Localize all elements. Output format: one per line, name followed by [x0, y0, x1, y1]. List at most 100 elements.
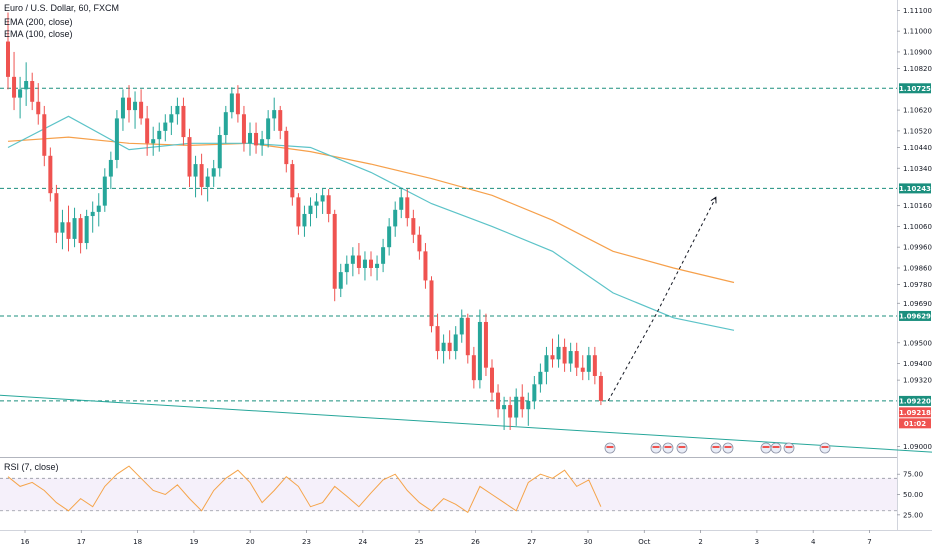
- symbol-legend[interactable]: Euro / U.S. Dollar, 60, FXCM: [4, 3, 120, 13]
- trendline-path[interactable]: [0, 394, 932, 457]
- candle-body: [417, 234, 422, 252]
- axes: 1.11100 1.11000 1.10900 1.10820 1.10725 1.106…: [21, 7, 932, 546]
- candle-body: [272, 110, 277, 119]
- candle-body: [169, 114, 174, 123]
- y-tick-label: 1.09000: [903, 443, 932, 451]
- candle-body: [187, 137, 192, 177]
- rsi-y-tick-label: 75.00: [903, 471, 923, 479]
- y-tick-label: 1.10820: [903, 65, 932, 73]
- candle-body: [332, 213, 337, 289]
- candle-body: [441, 342, 446, 352]
- grid: [0, 0, 932, 531]
- candle-body: [6, 41, 10, 77]
- candle-body: [477, 321, 482, 381]
- candle-body: [411, 218, 416, 235]
- forecast-arrowhead[interactable]: [710, 196, 717, 204]
- candle-body: [405, 197, 410, 219]
- candle-body: [592, 355, 597, 376]
- candle-body: [429, 280, 434, 327]
- candle-body: [54, 193, 59, 233]
- event-flag-stripe: [712, 446, 720, 448]
- candle-body: [30, 81, 35, 102]
- y-tick-label: 1.10060: [903, 223, 932, 231]
- candle-body: [78, 218, 83, 244]
- candle-body: [60, 222, 65, 233]
- candle-body: [217, 135, 222, 169]
- candle-body: [598, 375, 603, 401]
- candle-body: [544, 355, 549, 372]
- x-tick-label: 2: [698, 538, 702, 546]
- rsi-line: [7, 465, 602, 514]
- y-tick-label: 1.09690: [903, 300, 932, 308]
- candle-body: [344, 263, 349, 273]
- countdown-tag: [899, 418, 931, 429]
- forecast-path[interactable]: [607, 197, 717, 402]
- candle-body: [465, 317, 470, 356]
- candle-body: [447, 342, 452, 352]
- candle-body: [453, 334, 458, 352]
- candle-body: [36, 101, 41, 115]
- forecast-arrow[interactable]: [607, 196, 717, 402]
- y-tick-label: 1.10160: [903, 202, 932, 210]
- y-tick-label: 1.09780: [903, 281, 932, 289]
- x-tick-label: 23: [302, 538, 311, 546]
- x-tick-label: 17: [77, 538, 86, 546]
- candle-body: [139, 101, 144, 119]
- x-tick-label: 20: [246, 538, 255, 546]
- event-flag-stripe: [785, 446, 793, 448]
- horizontal-levels[interactable]: [0, 87, 897, 402]
- y-tick-label: 1.09400: [903, 360, 932, 368]
- ema200-line: [7, 136, 735, 284]
- candle-body: [223, 112, 228, 136]
- x-tick-label: 3: [755, 538, 759, 546]
- candle-body: [18, 89, 23, 98]
- candle-body: [350, 255, 355, 264]
- x-tick-label: 16: [21, 538, 30, 546]
- y-tick-label: 1.10340: [903, 165, 932, 173]
- ema200-legend[interactable]: EMA (200, close): [4, 17, 73, 27]
- candle-body: [235, 93, 240, 115]
- candle-body: [42, 114, 47, 156]
- candlestick-series: [6, 12, 603, 430]
- candle-body: [199, 164, 204, 187]
- candle-body: [229, 93, 234, 113]
- candle-body: [387, 226, 392, 248]
- x-tick-label: 30: [584, 538, 593, 546]
- x-tick-label: 24: [358, 538, 367, 546]
- candle-body: [483, 321, 488, 368]
- ema100-path: [7, 115, 735, 331]
- rsi-y-tick-label: 25.00: [903, 511, 923, 519]
- candle-body: [362, 259, 367, 268]
- candle-body: [508, 405, 513, 418]
- rsi-legend[interactable]: RSI (7, close): [4, 462, 59, 472]
- candle-body: [266, 118, 271, 140]
- candle-body: [393, 209, 398, 227]
- candle-body: [284, 130, 289, 165]
- event-flag-stripe: [606, 446, 614, 448]
- ema100-line: [7, 115, 735, 331]
- candle-body: [66, 222, 71, 239]
- event-flag-stripe: [724, 446, 732, 448]
- candle-body: [586, 355, 591, 372]
- trendline[interactable]: [0, 394, 932, 457]
- candle-body: [356, 255, 361, 268]
- candle-body: [556, 346, 561, 360]
- y-tick-label: 1.11000: [903, 28, 932, 36]
- candle-body: [102, 176, 107, 206]
- x-tick-label: 4: [811, 538, 816, 546]
- candle-body: [120, 97, 125, 119]
- event-flag-stripe: [652, 446, 660, 448]
- economic-events[interactable]: [604, 442, 831, 454]
- y-tick-label: 1.09320: [903, 377, 932, 385]
- rsi-pane: [0, 465, 897, 514]
- candle-body: [435, 326, 440, 352]
- price-tag-label: 1.10243: [899, 185, 931, 193]
- candle-body: [241, 114, 246, 144]
- x-tick-label: 19: [189, 538, 198, 546]
- candle-body: [308, 205, 313, 214]
- y-tick-label: 1.10900: [903, 48, 932, 56]
- candle-body: [48, 155, 53, 194]
- ema100-legend[interactable]: EMA (100, close): [4, 29, 73, 39]
- event-flag-stripe: [772, 446, 780, 448]
